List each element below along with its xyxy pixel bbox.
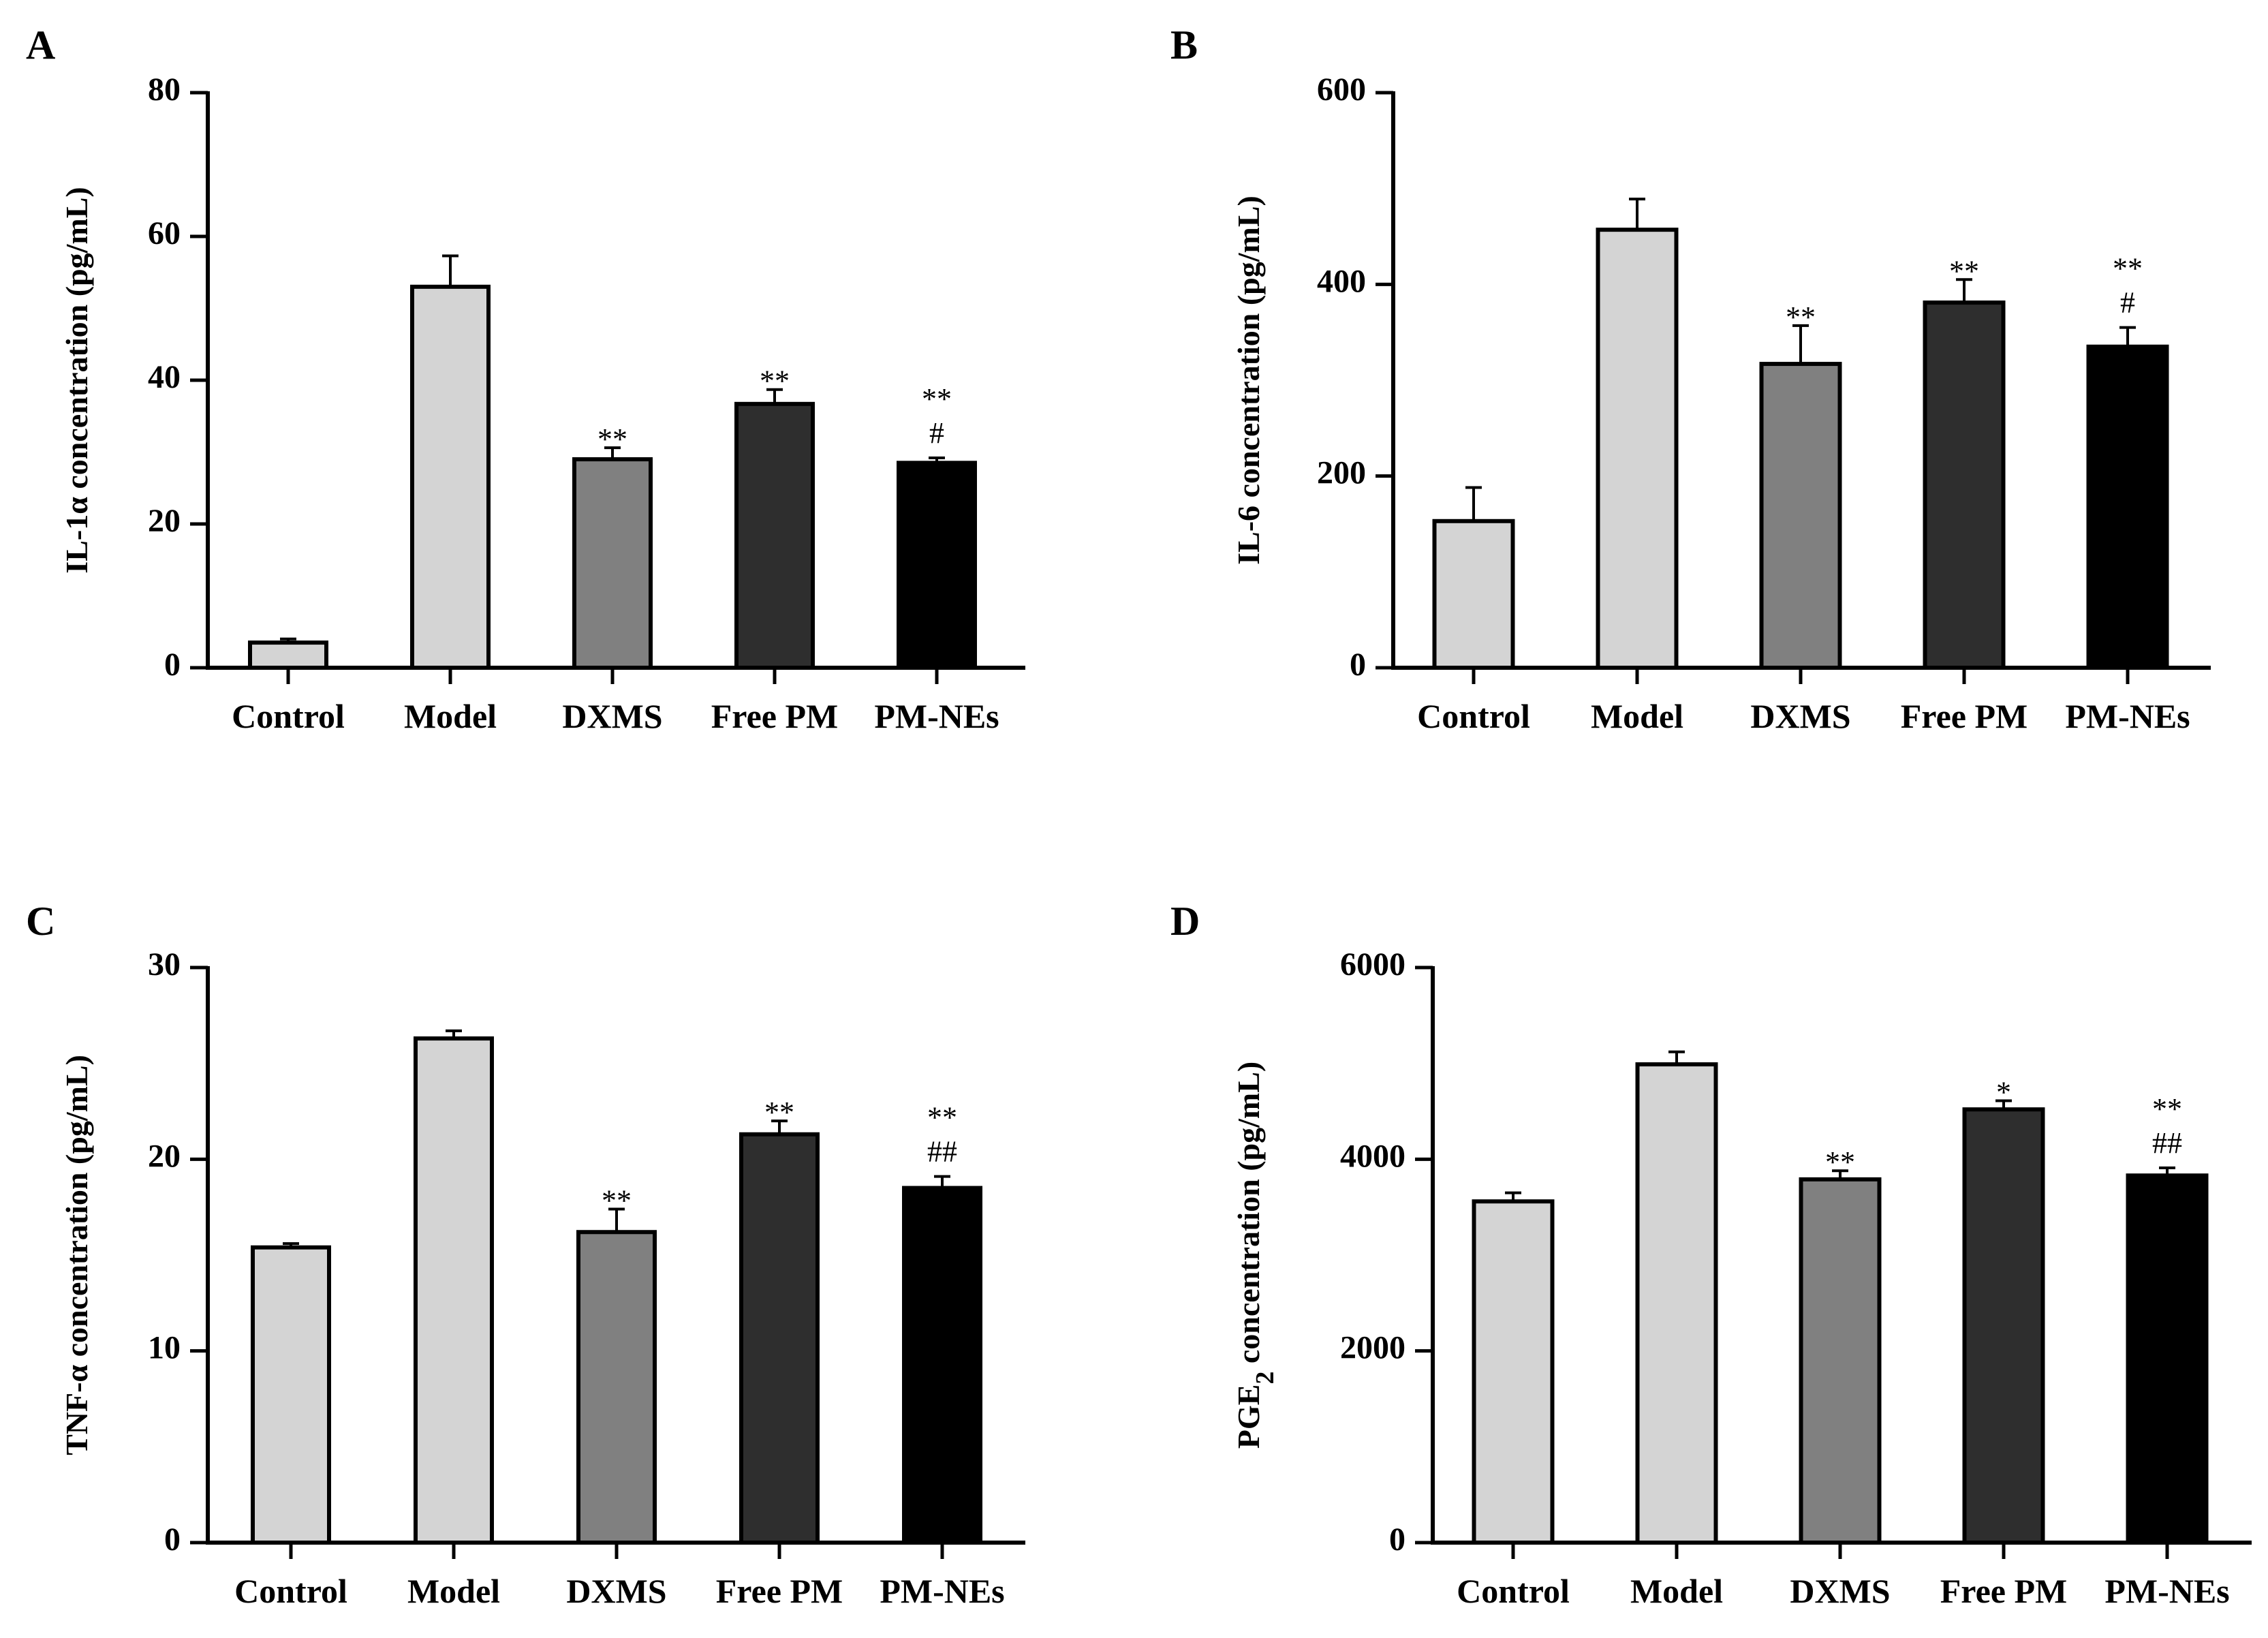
y-tick-label: 0 xyxy=(164,647,181,683)
bar-dxms xyxy=(1799,1177,1882,1545)
significance-hash: # xyxy=(929,416,944,450)
x-tick-label: Control xyxy=(234,1572,347,1610)
bar-free-pm xyxy=(1962,1107,2045,1545)
bar-dxms xyxy=(1759,362,1842,670)
bar-pm-nes xyxy=(902,1186,982,1545)
bar-free-pm xyxy=(734,401,815,670)
bar-model xyxy=(414,1036,494,1545)
x-tick-label: Control xyxy=(232,697,345,735)
significance-hash: ## xyxy=(2152,1126,2182,1160)
x-tick-label: PM-NEs xyxy=(2104,1572,2229,1610)
significance-star: ** xyxy=(1786,300,1816,334)
y-tick-label: 200 xyxy=(1317,455,1366,491)
y-tick-label: 4000 xyxy=(1340,1138,1405,1174)
x-tick-label: Free PM xyxy=(716,1572,843,1610)
x-tick-label: Model xyxy=(407,1572,500,1610)
y-tick-label: 40 xyxy=(148,359,181,395)
y-tick-label: 0 xyxy=(164,1521,181,1558)
significance-star: ** xyxy=(764,1096,794,1129)
x-tick-label: PM-NEs xyxy=(880,1572,1004,1610)
y-axis-label: TNF-α concentration (pg/mL) xyxy=(59,1055,94,1455)
bar-control xyxy=(251,1245,331,1545)
x-tick-label: DXMS xyxy=(562,697,662,735)
significance-star: ** xyxy=(927,1101,957,1134)
bar-pm-nes xyxy=(2086,344,2169,670)
bar-pm-nes xyxy=(2126,1173,2209,1545)
x-tick-label: PM-NEs xyxy=(874,697,999,735)
significance-star: ** xyxy=(1825,1145,1855,1179)
bar-free-pm xyxy=(1923,300,2006,670)
panel-label: D xyxy=(1170,899,1200,944)
x-tick-label: Model xyxy=(404,697,497,735)
significance-hash: ## xyxy=(927,1135,957,1169)
y-tick-label: 400 xyxy=(1317,263,1366,299)
significance-star: ** xyxy=(922,382,952,416)
bar-control xyxy=(248,640,328,670)
x-tick-label: Free PM xyxy=(1940,1572,2067,1610)
x-tick-label: Model xyxy=(1591,697,1683,735)
bar-dxms xyxy=(572,457,653,670)
y-tick-label: 0 xyxy=(1350,647,1366,683)
y-tick-label: 30 xyxy=(148,946,181,983)
significance-star: * xyxy=(1996,1076,2011,1109)
y-tick-label: 10 xyxy=(148,1330,181,1366)
y-axis-label: IL-6 concentration (pg/mL) xyxy=(1231,196,1266,565)
y-tick-label: 20 xyxy=(148,1138,181,1174)
y-tick-label: 600 xyxy=(1317,72,1366,108)
y-tick-label: 2000 xyxy=(1340,1330,1405,1366)
y-tick-label: 0 xyxy=(1389,1521,1405,1558)
panel-label: B xyxy=(1170,22,1198,67)
x-tick-label: Free PM xyxy=(1901,697,2028,735)
x-tick-label: Model xyxy=(1630,1572,1723,1610)
bar-model xyxy=(1596,228,1679,670)
significance-star: ** xyxy=(760,365,790,398)
y-tick-label: 80 xyxy=(148,72,181,108)
x-tick-label: DXMS xyxy=(1750,697,1850,735)
significance-star: ** xyxy=(2113,252,2143,285)
bar-control xyxy=(1472,1199,1555,1545)
y-tick-label: 20 xyxy=(148,503,181,539)
y-tick-label: 6000 xyxy=(1340,946,1405,983)
significance-star: ** xyxy=(602,1184,632,1217)
significance-star: ** xyxy=(597,422,627,456)
bar-free-pm xyxy=(739,1132,820,1545)
bar-dxms xyxy=(576,1230,657,1545)
x-tick-label: Free PM xyxy=(711,697,838,735)
panel-label: A xyxy=(26,22,55,67)
significance-star: ** xyxy=(1949,254,1979,288)
x-tick-label: DXMS xyxy=(566,1572,666,1610)
x-tick-label: DXMS xyxy=(1790,1572,1890,1610)
bar-model xyxy=(1635,1062,1718,1545)
y-axis-label: IL-1α concentration (pg/mL) xyxy=(59,187,94,573)
significance-hash: # xyxy=(2120,286,2135,320)
x-tick-label: Control xyxy=(1457,1572,1570,1610)
bar-control xyxy=(1432,519,1515,670)
bar-model xyxy=(410,284,491,670)
y-tick-label: 60 xyxy=(148,215,181,251)
x-tick-label: Control xyxy=(1417,697,1530,735)
y-axis-label: PGE2 concentration (pg/mL) xyxy=(1231,1062,1279,1449)
panel-label: C xyxy=(26,899,55,944)
bar-pm-nes xyxy=(897,461,977,670)
significance-star: ** xyxy=(2152,1092,2182,1126)
x-tick-label: PM-NEs xyxy=(2065,697,2190,735)
